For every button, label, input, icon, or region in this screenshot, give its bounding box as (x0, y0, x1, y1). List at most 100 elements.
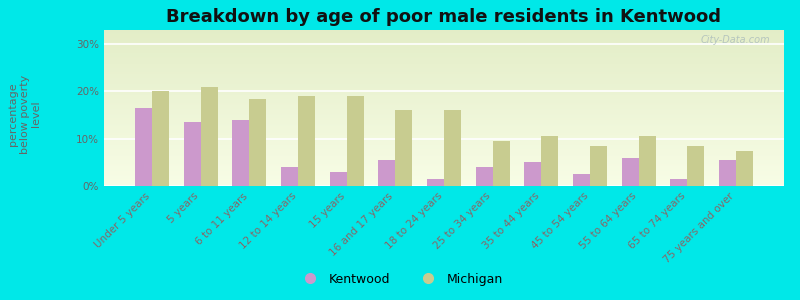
Bar (104, 146, 784, 147)
Bar (104, 119, 784, 120)
Bar (104, 163, 784, 164)
Bar (104, 95, 784, 96)
Bar (104, 79, 784, 80)
Bar (104, 144, 784, 145)
Bar (104, 59, 784, 60)
Bar (104, 126, 784, 127)
Bar (104, 177, 784, 178)
Bar (104, 98, 784, 99)
Bar (104, 124, 784, 125)
Bar (104, 180, 784, 181)
Bar (135, 108, 152, 186)
Bar (104, 46, 784, 47)
Bar (104, 69, 784, 70)
Bar (104, 157, 784, 158)
Bar (524, 162, 542, 186)
Bar (104, 101, 784, 102)
Bar (104, 94, 784, 95)
Bar (104, 136, 784, 137)
Bar (330, 172, 346, 186)
Text: percentage
below poverty
level: percentage below poverty level (8, 74, 42, 154)
Bar (104, 78, 784, 79)
Bar (104, 170, 784, 171)
Bar (104, 165, 784, 166)
Bar (104, 89, 784, 90)
Bar (104, 158, 784, 159)
Bar (104, 138, 784, 139)
Bar (104, 99, 784, 100)
Bar (104, 52, 784, 53)
Bar (104, 96, 784, 97)
Bar (104, 149, 784, 150)
Bar (104, 150, 784, 151)
Bar (104, 73, 784, 74)
Bar (104, 100, 784, 101)
Bar (493, 141, 510, 186)
Bar (104, 142, 784, 143)
Bar (104, 102, 784, 103)
Bar (104, 175, 784, 176)
Bar (104, 174, 784, 175)
Bar (104, 48, 784, 49)
Bar (104, 181, 784, 182)
Bar (104, 86, 784, 87)
Bar (104, 81, 784, 82)
Bar (104, 134, 784, 135)
Bar (104, 156, 784, 157)
Bar (104, 128, 784, 129)
Bar (104, 168, 784, 169)
Bar (104, 47, 784, 48)
Bar (104, 30, 784, 31)
Bar (104, 53, 784, 54)
Bar (104, 39, 784, 40)
Bar (250, 98, 266, 186)
Bar (104, 75, 784, 76)
Bar (104, 77, 784, 78)
Bar (104, 147, 784, 148)
Bar (104, 155, 784, 156)
Bar (104, 72, 784, 73)
Bar (281, 167, 298, 186)
Bar (104, 141, 784, 142)
Bar (104, 42, 784, 43)
Bar (104, 90, 784, 91)
Bar (590, 146, 607, 186)
Bar (104, 54, 784, 55)
Bar (104, 139, 784, 140)
Bar (104, 108, 784, 109)
Bar (104, 171, 784, 172)
Bar (104, 154, 784, 155)
Bar (104, 34, 784, 35)
Legend: Kentwood, Michigan: Kentwood, Michigan (292, 268, 508, 291)
Bar (104, 121, 784, 122)
Bar (638, 136, 656, 186)
Bar (104, 80, 784, 81)
Bar (378, 160, 395, 186)
Bar (104, 182, 784, 183)
Bar (104, 107, 784, 108)
Bar (104, 58, 784, 59)
Bar (104, 51, 784, 52)
Bar (104, 179, 784, 180)
Bar (104, 71, 784, 72)
Bar (104, 137, 784, 138)
Bar (104, 183, 784, 184)
Bar (104, 123, 784, 124)
Bar (104, 159, 784, 160)
Bar (201, 87, 218, 186)
Bar (104, 176, 784, 177)
Bar (427, 179, 444, 186)
Bar (476, 167, 493, 186)
Bar (104, 111, 784, 112)
Bar (104, 84, 784, 85)
Bar (346, 96, 364, 186)
Bar (104, 57, 784, 58)
Bar (104, 166, 784, 167)
Bar (104, 35, 784, 36)
Bar (104, 115, 784, 116)
Bar (104, 31, 784, 32)
Bar (444, 110, 461, 186)
Bar (104, 148, 784, 149)
Bar (104, 172, 784, 173)
Bar (104, 167, 784, 168)
